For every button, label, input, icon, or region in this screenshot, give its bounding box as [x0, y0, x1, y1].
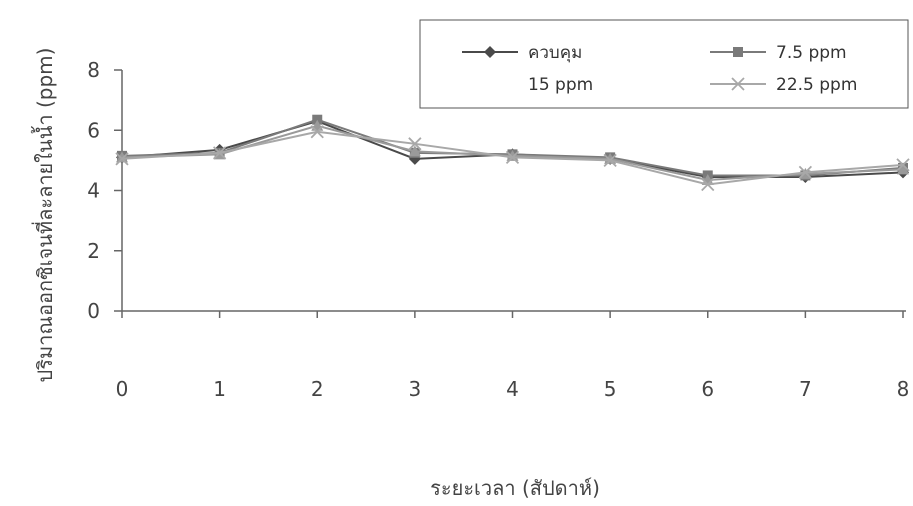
y-tick-label: 2	[87, 239, 100, 263]
y-tick-label: 8	[87, 58, 100, 82]
legend-label: ควบคุม	[528, 43, 582, 63]
x-tick-label: 0	[116, 377, 129, 401]
data-point	[212, 146, 227, 160]
data-point	[408, 145, 421, 157]
x-tick-label: 2	[311, 377, 324, 401]
y-tick-label: 4	[87, 179, 100, 203]
data-point	[115, 152, 129, 166]
x-tick-label: 8	[897, 377, 910, 401]
legend-label: 22.5 ppm	[776, 75, 857, 95]
data-point	[896, 158, 910, 172]
x-tick-label: 4	[506, 377, 519, 401]
x-tick-label: 7	[799, 377, 812, 401]
y-axis-title: ปริมาณออกซิเจนที่ละลายในน้ำ (ppm)	[31, 48, 57, 383]
data-point	[408, 137, 422, 151]
legend-marker	[731, 77, 745, 91]
x-tick-label: 5	[604, 377, 617, 401]
legend-marker	[484, 46, 496, 58]
x-tick-label: 1	[213, 377, 226, 401]
data-point	[603, 153, 617, 168]
data-point	[312, 114, 323, 125]
x-tick-label: 3	[409, 377, 422, 401]
legend-marker	[733, 47, 743, 57]
legend-label: 15 ppm	[528, 75, 593, 95]
series-line	[121, 118, 904, 177]
legend-label: 7.5 ppm	[776, 43, 847, 63]
data-point	[897, 163, 909, 175]
legend-box	[419, 19, 909, 109]
data-point	[798, 165, 813, 180]
data-point	[310, 125, 324, 139]
data-point	[505, 150, 520, 164]
x-tick-label: 6	[701, 377, 714, 401]
legend: ควบคุม 7.5 ppm 15 ppm 22.5 ppm	[419, 19, 909, 109]
data-point	[701, 177, 715, 192]
x-axis-title: ระยะเวลา (สัปดาห์)	[430, 476, 600, 500]
y-tick-label: 0	[87, 299, 100, 323]
y-tick-label: 6	[87, 118, 100, 142]
